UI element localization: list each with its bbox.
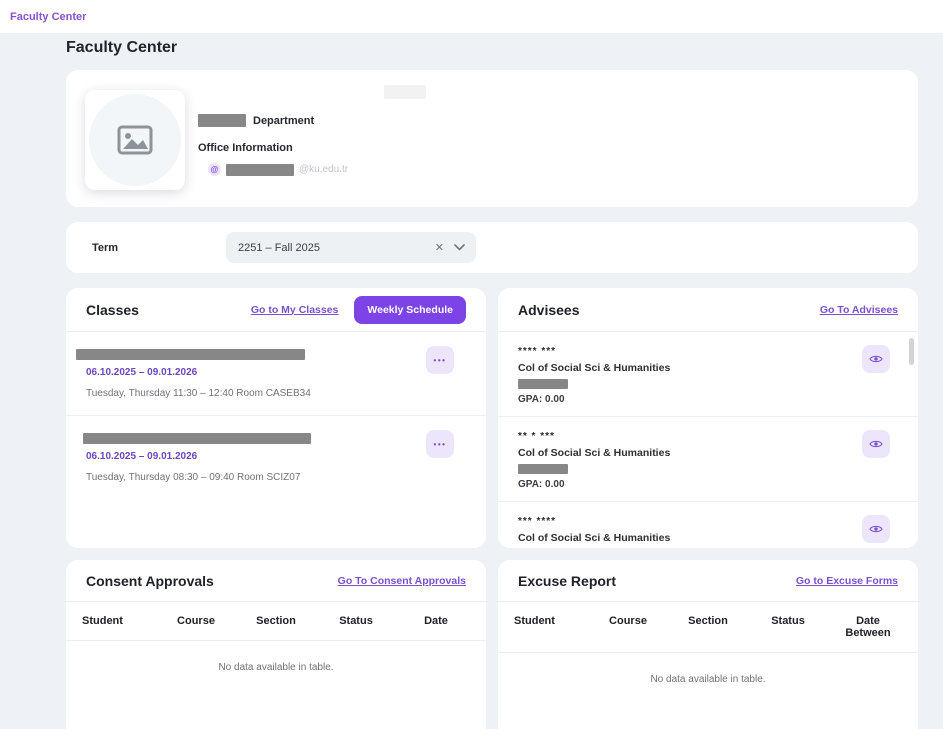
excuse-report-card: Excuse Report Go to Excuse Forms Student…	[498, 560, 918, 729]
consent-title: Consent Approvals	[86, 572, 214, 589]
classes-title: Classes	[86, 301, 139, 318]
go-to-excuse-forms-link[interactable]: Go to Excuse Forms	[795, 574, 898, 587]
breadcrumb[interactable]: Faculty Center	[10, 10, 87, 23]
term-select[interactable]: 2251 – Fall 2025 ✕	[226, 232, 476, 263]
advisee-college: Col of Social Sci & Humanities	[518, 447, 671, 459]
column-header: Course	[177, 615, 215, 627]
column-header: Date Between	[845, 615, 891, 639]
empty-table-message: No data available in table.	[650, 674, 766, 685]
page-title: Faculty Center	[66, 39, 178, 56]
avatar-circle	[89, 94, 181, 186]
column-header: Course	[609, 615, 647, 627]
profile-info: Department Office Information @ @ku.edu.…	[198, 70, 598, 207]
column-header: Status	[771, 615, 805, 627]
redacted-program	[518, 464, 568, 474]
department-row: Department	[198, 114, 314, 127]
eye-icon	[869, 355, 883, 363]
advisee-gpa: GPA: 0.00	[518, 394, 565, 405]
column-header: Section	[256, 615, 296, 627]
class-item: 06.10.2025 – 09.01.2026 Tuesday, Thursda…	[66, 332, 486, 416]
advisees-title: Advisees	[518, 301, 580, 318]
advisees-scrollbar[interactable]	[909, 338, 914, 365]
redacted-department	[198, 114, 246, 127]
clear-icon[interactable]: ✕	[434, 242, 444, 254]
class-dates: 06.10.2025 – 09.01.2026	[86, 451, 198, 462]
chevron-down-icon[interactable]	[454, 244, 465, 251]
redacted-course-name	[83, 433, 311, 444]
advisees-card: Advisees Go To Advisees **** *** Col of …	[498, 288, 918, 548]
weekly-schedule-button[interactable]: Weekly Schedule	[354, 295, 466, 324]
advisee-item: ** * *** Col of Social Sci & Humanities …	[498, 417, 918, 502]
department-label: Department	[253, 114, 315, 127]
consent-approvals-card: Consent Approvals Go To Consent Approval…	[66, 560, 486, 729]
column-header: Date	[424, 615, 448, 627]
office-information-label: Office Information	[198, 142, 293, 154]
term-label: Term	[92, 242, 119, 254]
go-to-consent-approvals-link[interactable]: Go To Consent Approvals	[337, 574, 466, 587]
empty-table-message: No data available in table.	[218, 662, 334, 673]
avatar	[85, 90, 185, 190]
excuse-table-header: Student Course Section Status Date Betwe…	[498, 602, 918, 653]
advisee-name: ** * ***	[518, 431, 555, 442]
classes-card: Classes Go to My Classes Weekly Schedule…	[66, 288, 486, 548]
column-header: Status	[339, 615, 373, 627]
more-options-button[interactable]: •••	[426, 430, 454, 458]
profile-card: Department Office Information @ @ku.edu.…	[66, 70, 918, 207]
classes-header: Classes Go to My Classes Weekly Schedule	[66, 288, 486, 332]
advisee-name: *** ****	[518, 516, 557, 527]
consent-table-header: Student Course Section Status Date	[66, 602, 486, 641]
email-row: @ @ku.edu.tr	[208, 163, 348, 176]
consent-header: Consent Approvals Go To Consent Approval…	[66, 560, 486, 602]
advisees-header: Advisees Go To Advisees	[498, 288, 918, 332]
advisee-item: *** **** Col of Social Sci & Humanities …	[498, 502, 918, 548]
advisee-college: Col of Social Sci & Humanities	[518, 532, 671, 544]
class-item: 06.10.2025 – 09.01.2026 Tuesday, Thursda…	[66, 416, 486, 499]
eye-icon	[869, 525, 883, 533]
go-to-my-classes-link[interactable]: Go to My Classes	[250, 303, 339, 316]
term-value: 2251 – Fall 2025	[238, 241, 320, 254]
advisee-gpa: GPA: 0.00	[518, 479, 565, 490]
go-to-advisees-link[interactable]: Go To Advisees	[819, 303, 898, 316]
more-options-button[interactable]: •••	[426, 346, 454, 374]
eye-icon	[869, 440, 883, 448]
column-header: Student	[514, 615, 555, 627]
advisee-name: **** ***	[518, 346, 557, 357]
image-placeholder-icon	[117, 125, 153, 155]
class-schedule: Tuesday, Thursday 08:30 – 09:40 Room SCI…	[86, 472, 301, 483]
redacted-name	[384, 85, 426, 99]
view-advisee-button[interactable]	[862, 345, 890, 373]
view-advisee-button[interactable]	[862, 515, 890, 543]
at-icon: @	[208, 163, 221, 176]
column-header: Section	[688, 615, 728, 627]
breadcrumb-bar: Faculty Center	[0, 0, 943, 33]
class-schedule: Tuesday, Thursday 11:30 – 12:40 Room CAS…	[86, 388, 311, 399]
page-content: Faculty Center Department Office Informa…	[66, 39, 918, 729]
class-dates: 06.10.2025 – 09.01.2026	[86, 367, 198, 378]
advisee-item: **** *** Col of Social Sci & Humanities …	[498, 332, 918, 417]
view-advisee-button[interactable]	[862, 430, 890, 458]
redacted-email	[226, 163, 294, 176]
advisee-college: Col of Social Sci & Humanities	[518, 362, 671, 374]
excuse-title: Excuse Report	[518, 572, 617, 589]
redacted-course-name	[76, 349, 305, 360]
redacted-program	[518, 379, 568, 389]
email-domain: @ku.edu.tr	[299, 164, 349, 175]
column-header: Student	[82, 615, 123, 627]
excuse-header: Excuse Report Go to Excuse Forms	[498, 560, 918, 602]
term-card: Term 2251 – Fall 2025 ✕	[66, 222, 918, 273]
